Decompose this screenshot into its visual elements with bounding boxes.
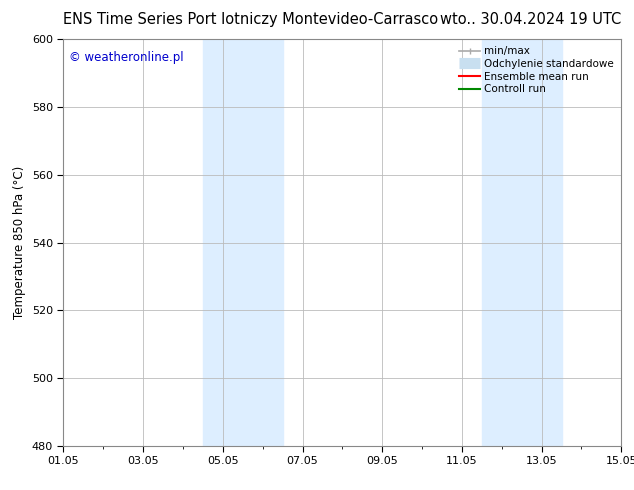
Bar (482, 39, 562, 446)
Text: wto.. 30.04.2024 19 UTC: wto.. 30.04.2024 19 UTC (440, 12, 621, 27)
Bar (203, 39, 283, 446)
Legend: min/max, Odchylenie standardowe, Ensemble mean run, Controll run: min/max, Odchylenie standardowe, Ensembl… (457, 45, 616, 97)
Text: © weatheronline.pl: © weatheronline.pl (69, 51, 184, 64)
Text: ENS Time Series Port lotniczy Montevideo-Carrasco: ENS Time Series Port lotniczy Montevideo… (63, 12, 439, 27)
Y-axis label: Temperature 850 hPa (°C): Temperature 850 hPa (°C) (13, 166, 26, 319)
